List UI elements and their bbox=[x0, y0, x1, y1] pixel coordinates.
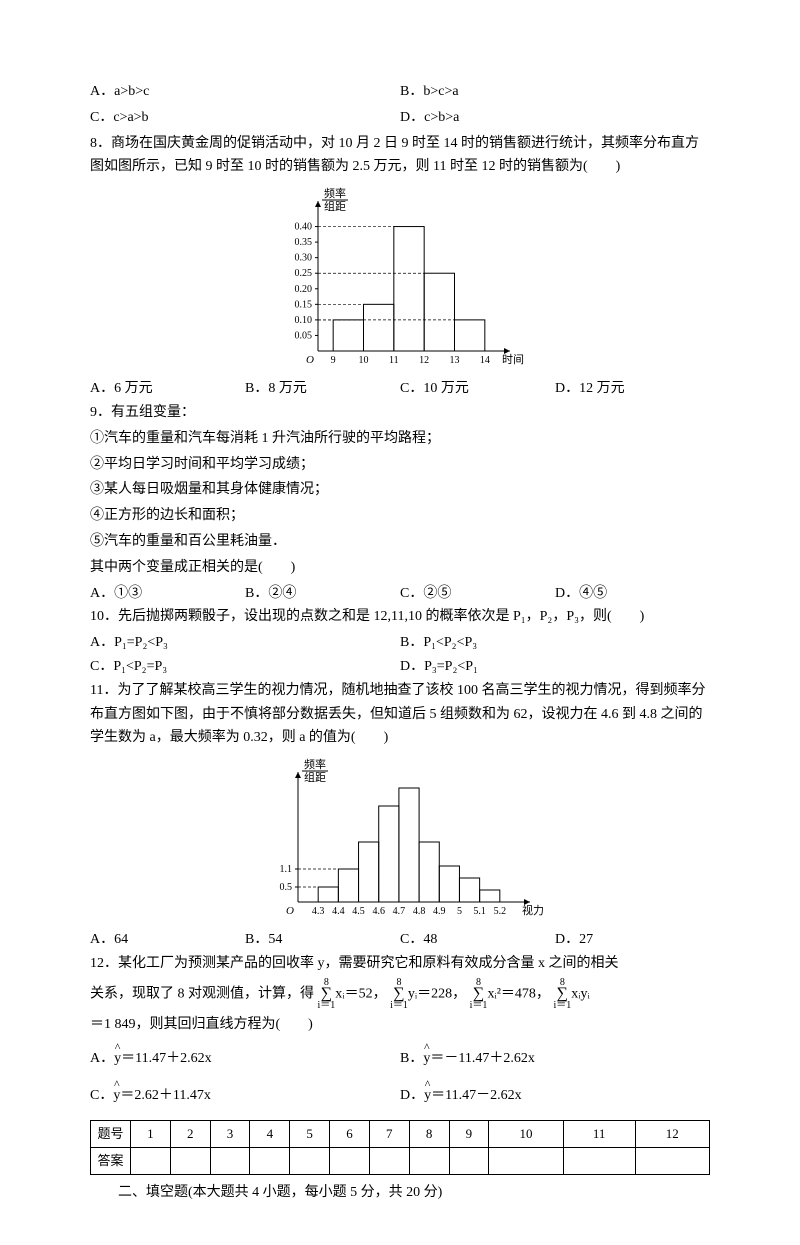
svg-text:11: 11 bbox=[389, 355, 399, 366]
svg-text:0.30: 0.30 bbox=[295, 253, 313, 264]
svg-text:4.7: 4.7 bbox=[393, 906, 406, 917]
svg-text:4.4: 4.4 bbox=[332, 906, 345, 917]
section-2-title: 二、填空题(本大题共 4 小题，每小题 5 分，共 20 分) bbox=[90, 1181, 710, 1205]
svg-text:4.3: 4.3 bbox=[312, 906, 325, 917]
q9-optD: D．④⑤ bbox=[555, 582, 710, 606]
q9-optA: A．①③ bbox=[90, 582, 245, 606]
q12-optC: C．y＝2.62＋11.47x bbox=[90, 1075, 400, 1112]
q11-optB: B．54 bbox=[245, 928, 400, 952]
q12-optB: B．y＝－11.47＋2.62x bbox=[400, 1038, 710, 1075]
svg-text:4.6: 4.6 bbox=[372, 906, 385, 917]
q7-optA: A．a>b>c bbox=[90, 80, 400, 104]
q11-text: 11．为了了解某校高三学生的视力情况，随机地抽查了该校 100 名高三学生的视力… bbox=[90, 679, 710, 750]
q8-optD: D．12 万元 bbox=[555, 377, 710, 401]
svg-text:12: 12 bbox=[419, 355, 429, 366]
q10-row1: A．P₁=P₂<P₃ B．P₁<P₂<P₃ bbox=[90, 631, 710, 655]
q9-l5: ⑤汽车的重量和百公里耗油量． bbox=[90, 530, 710, 554]
q10-optA: A．P₁=P₂<P₃ bbox=[90, 631, 400, 655]
q8-optB: B．8 万元 bbox=[245, 377, 400, 401]
q11-options: A．64 B．54 C．48 D．27 bbox=[90, 928, 710, 952]
svg-text:5: 5 bbox=[457, 906, 462, 917]
svg-text:0.40: 0.40 bbox=[295, 222, 313, 233]
table-row-answer: 答案 bbox=[91, 1148, 710, 1175]
q9-optC: C．②⑤ bbox=[400, 582, 555, 606]
q8-chart: 频率组距时间 O 0.05 0.10 0.15 0.20 0.25 0.30 0.35 0.40 9… bbox=[270, 183, 530, 373]
svg-text:4.8: 4.8 bbox=[413, 906, 426, 917]
q8-text: 8．商场在国庆黄金周的促销活动中，对 10 月 2 日 9 时至 14 时的销售… bbox=[90, 132, 710, 180]
q9-l4: ④正方形的边长和面积； bbox=[90, 504, 710, 528]
svg-text:1.1: 1.1 bbox=[280, 864, 293, 875]
svg-text:组距: 组距 bbox=[304, 770, 326, 784]
svg-text:4.9: 4.9 bbox=[433, 906, 446, 917]
q10-optB: B．P₁<P₂<P₃ bbox=[400, 631, 710, 655]
q9-ask: 其中两个变量成正相关的是( ) bbox=[90, 556, 710, 580]
svg-text:时间: 时间 bbox=[502, 353, 524, 366]
q12-text2b: ＝1 849，则其回归直线方程为( ) bbox=[90, 1013, 710, 1037]
svg-text:0.5: 0.5 bbox=[280, 882, 293, 893]
th-num: 题号 bbox=[91, 1120, 131, 1147]
q8-options: A．6 万元 B．8 万元 C．10 万元 D．12 万元 bbox=[90, 377, 710, 401]
svg-text:0.20: 0.20 bbox=[295, 284, 313, 295]
th-ans: 答案 bbox=[91, 1148, 131, 1175]
svg-text:0.05: 0.05 bbox=[295, 331, 313, 342]
q9-l2: ②平均日学习时间和平均学习成绩； bbox=[90, 453, 710, 477]
q12-optD: D．y＝11.47－2.62x bbox=[400, 1075, 710, 1112]
q12-text2a: 关系，现取了 8 对观测值，计算，得 bbox=[90, 986, 314, 1001]
q12-sy: yᵢ＝228， bbox=[408, 986, 466, 1001]
q10-text: 10．先后抛掷两颗骰子，设出现的点数之和是 12,11,10 的概率依次是 P₁… bbox=[90, 605, 710, 629]
q10-optC: C．P₁<P₂=P₃ bbox=[90, 655, 400, 679]
svg-text:视力: 视力 bbox=[522, 903, 544, 917]
q12-row2: C．y＝2.62＋11.47x D．y＝11.47－2.62x bbox=[90, 1075, 710, 1112]
svg-text:0.10: 0.10 bbox=[295, 315, 313, 326]
q12-row1: A．y＝11.47＋2.62x B．y＝－11.47＋2.62x bbox=[90, 1038, 710, 1075]
svg-text:14: 14 bbox=[480, 355, 490, 366]
q10-row2: C．P₁<P₂=P₃ D．P₃=P₂<P₁ bbox=[90, 655, 710, 679]
q12-optA: A．y＝11.47＋2.62x bbox=[90, 1038, 400, 1075]
svg-text:O: O bbox=[286, 905, 294, 917]
sigma-icon: 8∑i＝1 bbox=[318, 978, 336, 1011]
q11-optA: A．64 bbox=[90, 928, 245, 952]
q12-sx: xᵢ＝52， bbox=[335, 986, 386, 1001]
svg-text:0.25: 0.25 bbox=[295, 268, 313, 279]
svg-text:0.15: 0.15 bbox=[295, 300, 313, 311]
sigma-icon: 8∑i＝1 bbox=[390, 978, 408, 1011]
q9-l1: ①汽车的重量和汽车每消耗 1 升汽油所行驶的平均路程； bbox=[90, 427, 710, 451]
q9-optB: B．②④ bbox=[245, 582, 400, 606]
q7-row2: C．c>a>b D．c>b>a bbox=[90, 106, 710, 130]
svg-text:O: O bbox=[306, 354, 314, 366]
svg-text:5.2: 5.2 bbox=[494, 906, 507, 917]
sigma-icon: 8∑i＝1 bbox=[553, 978, 571, 1011]
q10-optD: D．P₃=P₂<P₁ bbox=[400, 655, 710, 679]
svg-text:13: 13 bbox=[450, 355, 460, 366]
q11-optD: D．27 bbox=[555, 928, 710, 952]
svg-text:频率: 频率 bbox=[324, 186, 346, 200]
q12-sxx: xᵢ²＝478， bbox=[487, 986, 550, 1001]
q7-optC: C．c>a>b bbox=[90, 106, 400, 130]
q7-row1: A．a>b>c B．b>c>a bbox=[90, 80, 710, 104]
q11-optC: C．48 bbox=[400, 928, 555, 952]
q12-text: 12．某化工厂为预测某产品的回收率 y，需要研究它和原料有效成分含量 x 之间的… bbox=[90, 952, 710, 976]
svg-text:4.5: 4.5 bbox=[352, 906, 365, 917]
svg-text:10: 10 bbox=[359, 355, 369, 366]
q11-chart: 频率组距视力 O 0.5 1.1 4.3 4.4 4.5 4.6 4.7 4.8 4.9 5 5.1 5.… bbox=[250, 754, 550, 924]
q8-optA: A．6 万元 bbox=[90, 377, 245, 401]
q8-optC: C．10 万元 bbox=[400, 377, 555, 401]
svg-text:9: 9 bbox=[331, 355, 336, 366]
q7-optB: B．b>c>a bbox=[400, 80, 710, 104]
q7-optD: D．c>b>a bbox=[400, 106, 710, 130]
svg-text:0.35: 0.35 bbox=[295, 237, 313, 248]
svg-text:组距: 组距 bbox=[324, 199, 346, 213]
answer-table: 题号 12 34 56 78 910 1112 答案 bbox=[90, 1120, 710, 1175]
sigma-icon: 8∑i＝1 bbox=[470, 978, 488, 1011]
svg-text:频率: 频率 bbox=[304, 757, 326, 771]
q9-l3: ③某人每日吸烟量和其身体健康情况； bbox=[90, 478, 710, 502]
q12-line2: 关系，现取了 8 对观测值，计算，得 8∑i＝1xᵢ＝52， 8∑i＝1yᵢ＝2… bbox=[90, 978, 710, 1011]
q9-options: A．①③ B．②④ C．②⑤ D．④⑤ bbox=[90, 582, 710, 606]
q12-sxy: xᵢyᵢ bbox=[571, 986, 590, 1001]
svg-text:5.1: 5.1 bbox=[473, 906, 486, 917]
q9-text: 9．有五组变量： bbox=[90, 401, 710, 425]
table-row-header: 题号 12 34 56 78 910 1112 bbox=[91, 1120, 710, 1147]
